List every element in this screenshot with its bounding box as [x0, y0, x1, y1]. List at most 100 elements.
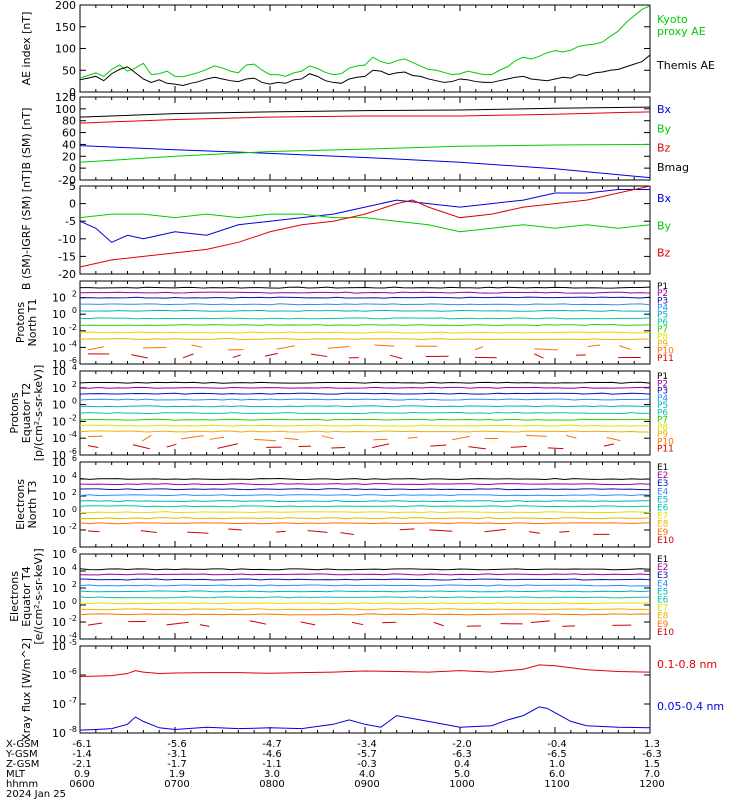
series-segment-p10: [209, 436, 225, 440]
series-line-e9: [79, 613, 651, 616]
y-tick-exponent: 4: [72, 563, 77, 572]
series-segment-p11: [217, 443, 238, 449]
y-tick-exponent: -4: [69, 631, 77, 640]
series-line-p6: [79, 412, 651, 414]
legend-label: Kyoto: [657, 13, 688, 26]
series-line-p7: [79, 324, 651, 326]
series-line-p2: [79, 386, 651, 389]
series-line-e6: [79, 505, 651, 508]
series-segment-p11: [389, 354, 403, 360]
legend-label: Bz: [657, 142, 671, 155]
legend-label: P4: [657, 304, 668, 314]
series-segment-p10: [606, 437, 621, 442]
y-tick-exponent: 4: [72, 363, 77, 372]
legend-label: E3: [657, 479, 668, 489]
series-line-p3: [79, 296, 651, 299]
series-line-0-1-0-8-nm: [79, 664, 651, 677]
legend-label: Bx: [657, 103, 672, 116]
y-tick-label: -10: [58, 233, 76, 246]
legend-label: P1: [657, 282, 668, 292]
x-row-value: 4.0: [359, 769, 375, 780]
series-line-p4: [79, 303, 651, 306]
series-line-0-05-0-4-nm: [79, 706, 651, 731]
series-segment-p11: [468, 446, 486, 450]
x-row-label: MLT: [6, 769, 26, 780]
series-segment-p10: [327, 345, 350, 349]
series-line-p3: [79, 392, 651, 395]
series-segment-e10: [529, 531, 540, 534]
series-segment-e10: [340, 532, 354, 536]
y-tick-exponent: -6: [69, 447, 77, 456]
legend-label: P8: [657, 423, 668, 433]
y-tick-label: 80: [62, 115, 76, 128]
series-segment-p11: [331, 447, 346, 449]
legend-label: Bz: [657, 247, 671, 260]
legend-label: P3: [657, 296, 668, 306]
series-segment-p11: [311, 353, 328, 358]
series-segment-e10: [530, 620, 550, 623]
series-segment-e10: [429, 529, 453, 532]
legend-label: 0.05-0.4 nm: [657, 700, 724, 713]
legend-label: P11: [657, 354, 674, 364]
y-tick-exponent: 0: [72, 597, 77, 606]
y-tick-label: 10: [52, 640, 66, 653]
y-tick-label: 10: [52, 365, 66, 378]
series-segment-e10: [484, 528, 506, 533]
y-tick-exponent: -6: [69, 356, 77, 365]
series-segment-p11: [603, 443, 614, 447]
panel-bdiff: -20 -15 -10 -5 0 5 B (SM)-IGRF (SM) [nT] Bx By Bz: [20, 170, 672, 290]
y-axis-label: Electrons: [8, 571, 21, 622]
y-tick-label: 50: [62, 64, 76, 77]
y-tick-exponent: 2: [72, 488, 77, 497]
series-line-e7: [79, 602, 651, 605]
series-segment-p11: [132, 444, 150, 450]
series-line-e5: [79, 500, 651, 503]
legend-label: P6: [657, 408, 668, 418]
series-segment-p11: [372, 443, 390, 449]
series-segment-p11: [131, 354, 148, 359]
y-tick-label: -5: [65, 215, 76, 228]
series-segment-p10: [451, 435, 470, 441]
series-segment-p10: [374, 344, 395, 347]
x-row-value: -4.7: [262, 739, 282, 750]
x-row-value: -0.4: [547, 739, 567, 750]
series-segment-e10: [166, 621, 189, 626]
legend-label: E8: [657, 612, 669, 622]
x-row-value: 1.9: [169, 769, 185, 780]
series-line-bx: [79, 145, 651, 179]
legend-label: P5: [657, 311, 668, 321]
legend-label: P10: [657, 437, 674, 447]
series-line-e1: [79, 477, 651, 480]
legend-label: E9: [657, 620, 669, 630]
series-segment-e10: [187, 531, 209, 534]
x-row-value: 1.5: [644, 759, 660, 770]
y-tick-label: 10: [52, 325, 66, 338]
series-segment-p10: [534, 348, 558, 351]
x-row-value: 0.9: [74, 769, 90, 780]
x-row-value: -3.1: [167, 749, 187, 760]
x-row-value: -6.1: [72, 739, 92, 750]
legend-label: E4: [657, 579, 669, 589]
y-tick-label: 10: [52, 565, 66, 578]
y-tick-exponent: 2: [72, 580, 77, 589]
series-line-e1: [79, 568, 651, 571]
series-segment-p10: [321, 435, 334, 440]
legend-label: P7: [657, 416, 668, 426]
legend-label: P2: [657, 289, 668, 299]
x-row-value: -4.6: [262, 749, 282, 760]
series-segment-p11: [510, 445, 528, 448]
y-axis-label: North T3: [26, 481, 39, 529]
y-tick-label: 10: [52, 415, 66, 428]
x-row-label: Z-GSM: [6, 759, 39, 770]
y-tick-exponent: 0: [72, 505, 77, 514]
series-line-p5: [79, 405, 651, 408]
series-segment-p10: [619, 345, 631, 350]
series-line-p8: [79, 331, 651, 334]
legend-label: E8: [657, 520, 669, 530]
y-axis-label: Electrons: [14, 479, 27, 530]
y-axis-label: B (SM)-IGRF (SM) [nT]: [20, 170, 33, 290]
legend-label: E9: [657, 528, 669, 538]
series-segment-e10: [249, 620, 267, 625]
